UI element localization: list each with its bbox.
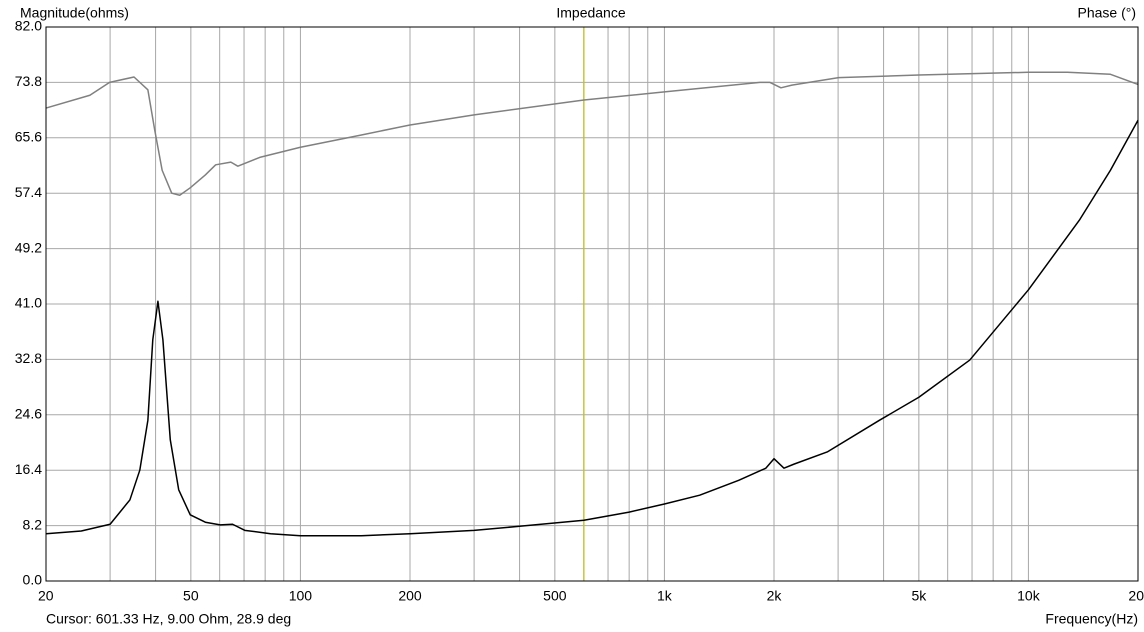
y-tick-label: 16.4 [15,461,42,477]
series-line [45,71,1139,196]
plot-area [45,26,1139,582]
x-tick-label: 50 [183,588,199,604]
x-tick-label: 200 [398,588,422,604]
x-axis-label: Frequency(Hz) [1045,611,1138,627]
x-tick-label: 500 [543,588,567,604]
x-tick-label: 100 [289,588,313,604]
x-tick-label: 1k [657,588,673,604]
y-axis-label: Magnitude(ohms) [20,5,129,21]
y-tick-label: 24.6 [15,406,42,422]
y-tick-label: 41.0 [15,295,42,311]
y-tick-label: 57.4 [15,184,42,200]
y2-axis-label: Phase (°) [1077,5,1136,21]
x-tick-label: 5k [911,588,927,604]
y-tick-label: 0.0 [23,572,43,588]
x-tick-label: 20 [38,588,54,604]
x-tick-label: 20 [1128,588,1144,604]
x-tick-label: 2k [767,588,783,604]
series-line [45,119,1139,537]
cursor-readout: Cursor: 601.33 Hz, 9.00 Ohm, 28.9 deg [46,611,291,627]
y-tick-label: 8.2 [23,516,43,532]
y-tick-label: 73.8 [15,73,42,89]
y-tick-label: 65.6 [15,129,42,145]
y-tick-label: 82.0 [15,18,42,34]
x-tick-label: 10k [1017,588,1041,604]
y-tick-label: 32.8 [15,350,42,366]
y-tick-label: 49.2 [15,239,42,255]
chart-title: Impedance [556,5,625,21]
